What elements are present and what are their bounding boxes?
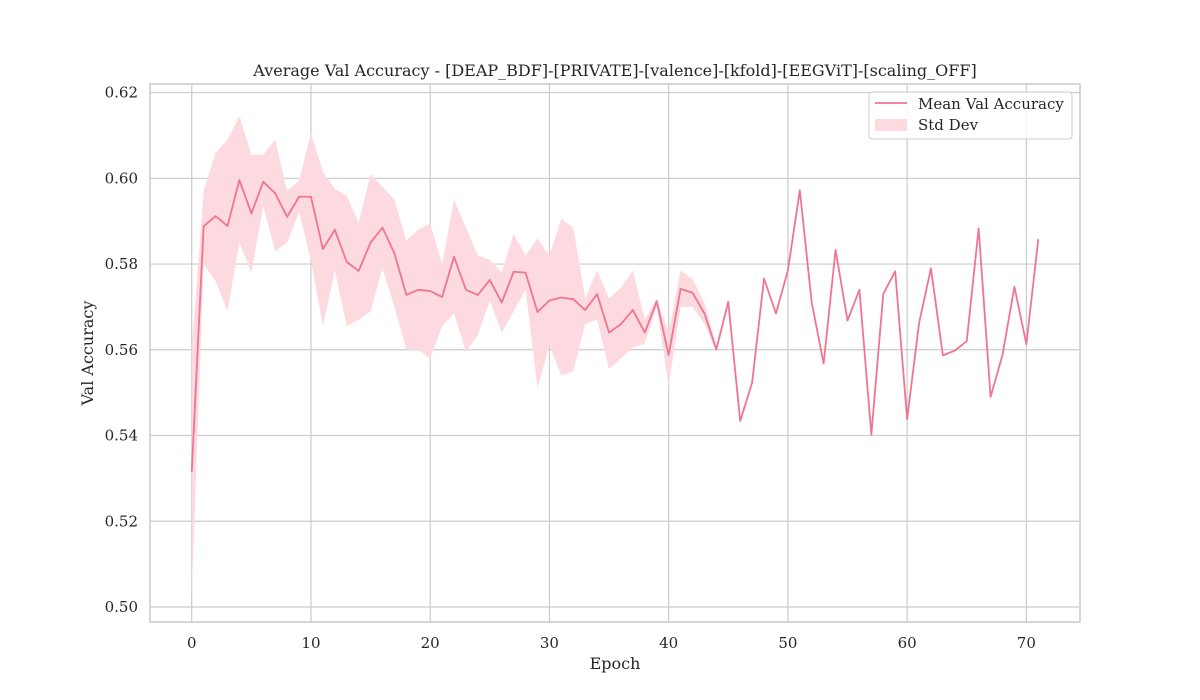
legend-label-std: Std Dev: [918, 116, 979, 134]
y-tick-label: 0.58: [105, 255, 138, 273]
legend-band-swatch: [875, 119, 907, 131]
y-tick-label: 0.54: [105, 427, 138, 445]
mean-line-layer: [190, 179, 1040, 473]
std-band-layer: [191, 116, 717, 595]
std-dev-band: [191, 116, 717, 595]
legend: Mean Val Accuracy Std Dev: [868, 91, 1073, 140]
x-tick-label: 70: [1017, 634, 1036, 652]
mean-val-accuracy-line: [190, 179, 1040, 473]
y-tick-label: 0.62: [105, 84, 138, 102]
x-tick-label: 0: [187, 634, 197, 652]
x-tick-label: 10: [301, 634, 320, 652]
x-tick-label: 30: [540, 634, 559, 652]
y-axis-label: Val Accuracy: [78, 301, 97, 407]
legend-label-mean: Mean Val Accuracy: [918, 95, 1064, 113]
y-tick-label: 0.56: [105, 341, 138, 359]
x-axis-label: Epoch: [590, 654, 641, 673]
y-tick-label: 0.52: [105, 512, 138, 530]
plot-frame: [149, 83, 1081, 623]
y-tick-label: 0.50: [105, 598, 138, 616]
x-tick-labels: 0 10 20 30 40 50 60 70: [187, 634, 1036, 652]
y-tick-labels: 0.50 0.52 0.54 0.56 0.58 0.60 0.62: [105, 84, 138, 616]
x-tick-label: 20: [421, 634, 440, 652]
x-tick-label: 40: [659, 634, 678, 652]
x-tick-label: 60: [898, 634, 917, 652]
legend-box: [868, 91, 1073, 140]
x-tick-label: 50: [778, 634, 797, 652]
chart-title: Average Val Accuracy - [DEAP_BDF]-[PRIVA…: [252, 61, 976, 80]
y-tick-label: 0.60: [105, 169, 138, 187]
